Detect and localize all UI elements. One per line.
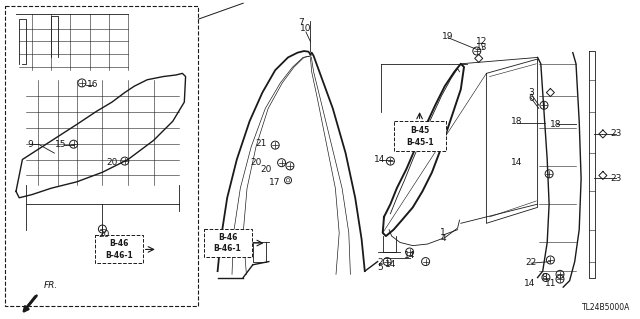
- Text: 13: 13: [476, 43, 487, 52]
- Text: 14: 14: [374, 155, 385, 164]
- Text: 10: 10: [300, 24, 312, 33]
- Text: 11: 11: [545, 279, 556, 288]
- Text: 15: 15: [55, 140, 67, 149]
- Bar: [5, 6, 198, 306]
- Bar: [204, 229, 252, 257]
- Text: 19: 19: [442, 32, 454, 41]
- Text: 6: 6: [529, 94, 534, 103]
- Text: 17: 17: [269, 178, 281, 187]
- Text: 7: 7: [298, 18, 303, 27]
- Text: 2: 2: [378, 258, 383, 267]
- Text: B-46
B-46-1: B-46 B-46-1: [105, 239, 132, 260]
- Text: 18: 18: [511, 117, 523, 126]
- Text: FR.: FR.: [44, 281, 58, 291]
- Text: 14: 14: [524, 279, 536, 288]
- Text: 5: 5: [378, 263, 383, 272]
- Text: B-46
B-46-1: B-46 B-46-1: [214, 233, 241, 253]
- Text: 3: 3: [529, 88, 534, 97]
- Text: 14: 14: [511, 158, 523, 167]
- Text: 12: 12: [476, 37, 487, 46]
- Text: 18: 18: [550, 120, 561, 129]
- Text: 16: 16: [87, 80, 99, 89]
- Text: 20: 20: [260, 165, 271, 174]
- Text: 22: 22: [525, 258, 537, 267]
- Text: 9: 9: [28, 140, 33, 149]
- Text: TL24B5000A: TL24B5000A: [582, 303, 630, 312]
- Text: 20: 20: [250, 158, 262, 167]
- Text: 21: 21: [255, 139, 267, 148]
- Text: 14: 14: [404, 251, 415, 260]
- Text: 14: 14: [385, 260, 396, 269]
- Text: 1: 1: [440, 228, 445, 237]
- Text: 23: 23: [610, 174, 621, 182]
- Bar: [394, 121, 445, 151]
- Bar: [95, 235, 143, 263]
- Text: 8: 8: [541, 273, 547, 282]
- Text: B-45
B-45-1: B-45 B-45-1: [406, 126, 433, 147]
- Text: 20: 20: [106, 158, 118, 167]
- Text: 20: 20: [98, 230, 109, 239]
- Text: 4: 4: [440, 234, 445, 243]
- Text: 23: 23: [610, 129, 621, 138]
